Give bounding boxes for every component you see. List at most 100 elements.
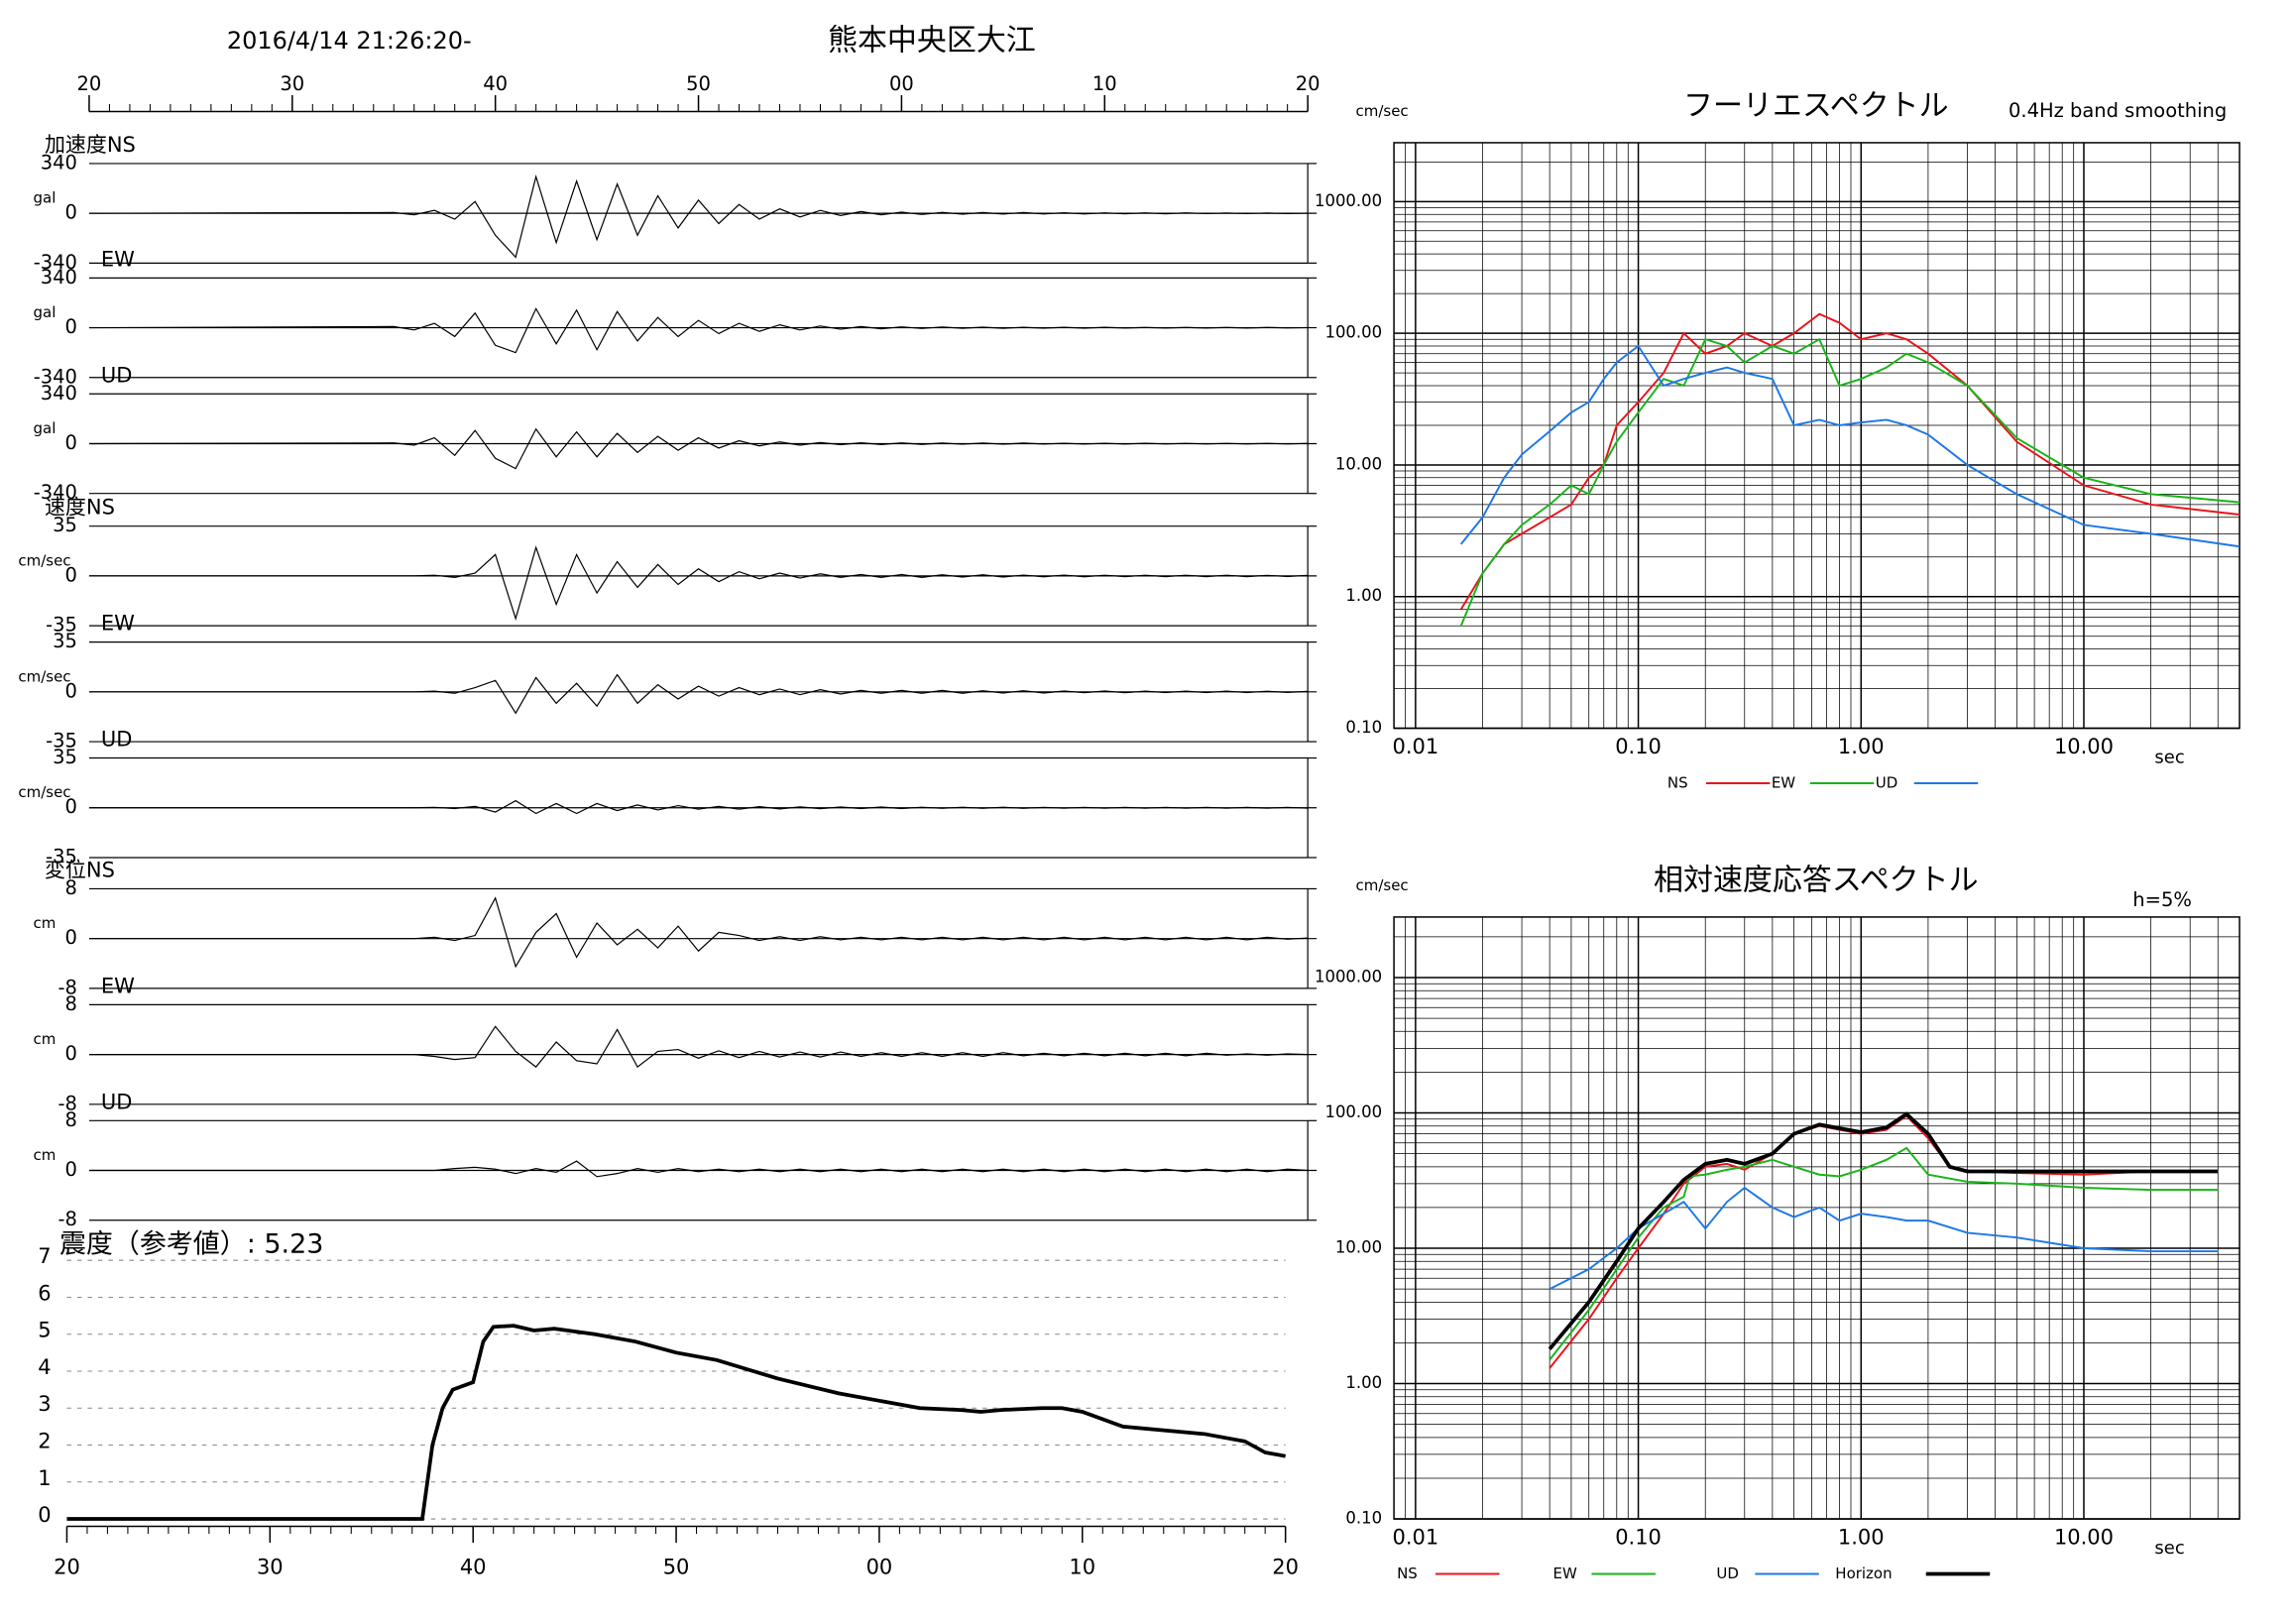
x-tick-label: 10.00 [2054,735,2114,758]
y-tick-label: 0 [65,926,77,949]
y-tick-label: -8 [58,1208,77,1230]
unit-label: cm/sec [18,783,70,801]
x-tick-label: 00 [889,72,914,95]
x-tick-label: 10.00 [2054,1526,2114,1550]
y-tick-label: -8 [58,976,77,998]
y-tick-label: 1 [38,1466,51,1490]
unit-label: cm [34,914,57,932]
chart-title: 相対速度応答スペクトル [1654,863,1979,897]
y-tick-label: -340 [34,481,77,504]
legend-label: NS [1397,1565,1418,1582]
panel-label: UD [101,1090,133,1113]
annotation: h=5% [2132,888,2192,911]
y-tick-label: 0.10 [1345,718,1382,737]
trace [88,799,1309,815]
y-tick-label: 8 [65,1108,77,1131]
spectrum-line [1459,312,2240,611]
x-tick-label: 40 [460,1556,487,1579]
panel-label: EW [101,247,135,271]
unit-label: cm [34,1146,57,1164]
x-tick-label: 30 [280,72,304,95]
x-tick-label: 0.01 [1393,1526,1439,1550]
unit-label: gal [34,303,57,321]
y-tick-label: 0 [65,315,77,338]
x-tick-label: 00 [866,1556,893,1579]
y-tick-label: -35 [46,614,77,637]
panel-label: 加速度NS [45,133,136,157]
unit-label: gal [34,419,57,437]
x-tick-label: 20 [1272,1556,1299,1579]
y-tick-label: 35 [53,746,77,768]
y-tick-label: 4 [38,1355,51,1379]
y-tick-label: 7 [38,1244,51,1268]
y-tick-label: 0 [65,201,77,224]
trace [88,673,1309,715]
trace [88,896,1309,969]
panel-label: EW [101,974,135,997]
y-tick-label: 8 [65,992,77,1015]
trace [88,307,1309,354]
legend-label: EW [1552,1565,1576,1582]
x-tick-label: 10 [1092,72,1117,95]
y-tick-label: 1.00 [1345,1373,1382,1392]
y-tick-label: -8 [58,1092,77,1114]
y-tick-label: -340 [34,251,77,274]
chart-title: 熊本中央区大江 [828,24,1036,58]
y-tick-label: -35 [46,730,77,753]
x-tick-label: 1.00 [1838,735,1885,758]
y-tick-label: 0 [65,679,77,702]
y-tick-label: 1000.00 [1315,191,1382,210]
trace [88,1025,1309,1069]
y-tick-label: 3 [38,1392,51,1416]
x-tick-label: 20 [77,72,102,95]
x-tick-label: 50 [686,72,711,95]
trace [88,545,1309,622]
y-tick-label: -35 [46,845,77,868]
y-tick-label: 8 [65,876,77,899]
x-tick-label: 30 [257,1556,284,1579]
y-tick-label: 340 [41,382,77,405]
x-axis-label: sec [2154,1538,2184,1559]
subtitle: 2016/4/14 21:26:20- [227,27,472,55]
y-tick-label: -340 [34,365,77,388]
legend-label: EW [1772,774,1795,792]
unit-label: gal [34,189,57,207]
x-tick-label: 0.01 [1393,735,1439,758]
y-tick-label: 0 [65,1158,77,1181]
unit-label: cm [34,1030,57,1048]
y-tick-label: 340 [41,151,77,174]
legend-label: Horizon [1835,1565,1892,1582]
x-tick-label: 10 [1069,1556,1095,1579]
x-tick-label: 20 [1296,72,1320,95]
x-tick-label: 20 [54,1556,80,1579]
y-tick-label: 1000.00 [1315,967,1382,985]
trace [88,1160,1309,1178]
panel-label: EW [101,612,135,636]
y-tick-label: 10.00 [1335,454,1382,473]
x-tick-label: 0.10 [1615,735,1662,758]
y-tick-label: 340 [41,266,77,289]
y-axis-label: cm/sec [1356,876,1409,894]
chart-title: フーリエスペクトル [1683,88,1949,123]
y-tick-label: 0.10 [1345,1509,1382,1528]
x-tick-label: 1.00 [1838,1526,1885,1550]
legend-label: UD [1876,774,1898,792]
x-tick-label: 40 [483,72,508,95]
y-tick-label: 0 [65,795,77,818]
intensity-line [66,1324,1286,1521]
y-tick-label: 1.00 [1345,586,1382,605]
y-tick-label: 35 [53,630,77,652]
chart-title: 震度（参考値）: 5.23 [59,1229,324,1260]
spectrum-line [1548,1111,2219,1350]
y-tick-label: 6 [38,1281,51,1305]
panel-label: 速度NS [45,496,115,520]
trace [88,427,1309,470]
y-tick-label: 0 [38,1503,51,1527]
unit-label: cm/sec [18,667,70,685]
y-tick-label: 2 [38,1430,51,1453]
y-tick-label: 5 [38,1319,51,1342]
x-axis-label: sec [2154,748,2184,768]
